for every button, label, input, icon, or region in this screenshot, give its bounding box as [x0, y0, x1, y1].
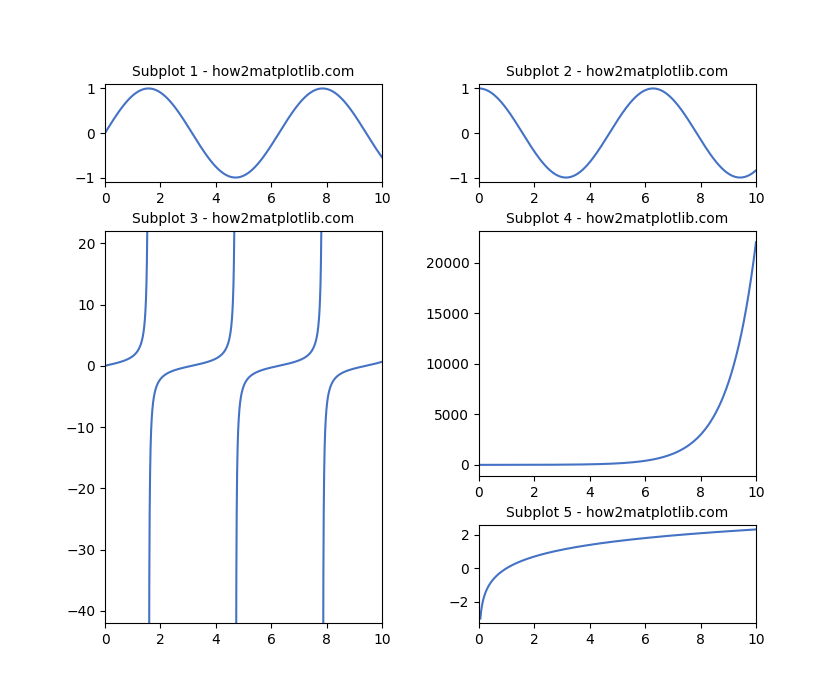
- Title: Subplot 3 - how2matplotlib.com: Subplot 3 - how2matplotlib.com: [133, 211, 354, 225]
- Title: Subplot 5 - how2matplotlib.com: Subplot 5 - how2matplotlib.com: [507, 505, 728, 519]
- Title: Subplot 4 - how2matplotlib.com: Subplot 4 - how2matplotlib.com: [507, 211, 728, 225]
- Title: Subplot 1 - how2matplotlib.com: Subplot 1 - how2matplotlib.com: [133, 64, 354, 78]
- Title: Subplot 2 - how2matplotlib.com: Subplot 2 - how2matplotlib.com: [507, 64, 728, 78]
